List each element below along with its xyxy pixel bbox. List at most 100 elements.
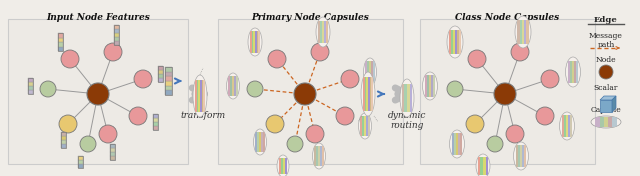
Bar bbox=[196, 80, 198, 112]
Bar bbox=[365, 77, 366, 111]
Bar bbox=[522, 20, 524, 44]
Bar bbox=[259, 132, 261, 152]
Bar bbox=[113, 25, 118, 29]
Bar bbox=[318, 146, 320, 166]
Bar bbox=[164, 72, 172, 76]
Circle shape bbox=[80, 136, 96, 152]
Circle shape bbox=[494, 83, 516, 105]
Text: Edge: Edge bbox=[594, 16, 618, 24]
Ellipse shape bbox=[248, 28, 262, 56]
Bar bbox=[157, 74, 163, 78]
Bar bbox=[326, 21, 328, 43]
Bar bbox=[431, 75, 433, 97]
Bar bbox=[366, 116, 368, 136]
Bar bbox=[520, 20, 522, 44]
Bar bbox=[164, 67, 172, 95]
Bar bbox=[255, 31, 257, 53]
Bar bbox=[454, 133, 456, 155]
Bar bbox=[568, 61, 570, 83]
Bar bbox=[28, 78, 33, 94]
Circle shape bbox=[87, 83, 109, 105]
Bar bbox=[457, 30, 459, 54]
Circle shape bbox=[268, 50, 286, 68]
Bar bbox=[604, 117, 608, 127]
Circle shape bbox=[104, 43, 122, 61]
Ellipse shape bbox=[193, 75, 207, 117]
Text: Message
path: Message path bbox=[589, 32, 623, 49]
Ellipse shape bbox=[476, 154, 490, 176]
Circle shape bbox=[266, 115, 284, 133]
Bar bbox=[236, 76, 237, 96]
Bar bbox=[608, 117, 612, 127]
Bar bbox=[449, 30, 451, 54]
Text: transform: transform bbox=[180, 111, 225, 120]
Bar bbox=[109, 148, 115, 152]
Text: dynamic
routing: dynamic routing bbox=[388, 111, 426, 130]
Bar bbox=[157, 66, 163, 70]
Bar bbox=[402, 84, 404, 112]
Bar bbox=[109, 156, 115, 160]
Ellipse shape bbox=[227, 73, 239, 99]
Bar bbox=[77, 156, 83, 160]
Ellipse shape bbox=[312, 143, 326, 169]
Bar bbox=[407, 84, 410, 112]
Bar bbox=[566, 115, 568, 137]
Bar bbox=[259, 31, 260, 53]
Bar bbox=[28, 78, 33, 82]
Text: Capsule: Capsule bbox=[591, 106, 621, 114]
Bar bbox=[58, 46, 63, 51]
Bar bbox=[28, 86, 33, 90]
Bar bbox=[152, 118, 157, 122]
Text: Node: Node bbox=[596, 56, 616, 64]
Circle shape bbox=[506, 125, 524, 143]
Bar bbox=[518, 145, 520, 167]
Bar bbox=[61, 140, 65, 144]
Bar bbox=[58, 42, 63, 46]
Bar bbox=[478, 157, 481, 175]
Ellipse shape bbox=[513, 142, 529, 170]
Bar bbox=[370, 77, 371, 111]
Circle shape bbox=[468, 50, 486, 68]
Circle shape bbox=[511, 43, 529, 61]
Bar bbox=[570, 115, 572, 137]
Circle shape bbox=[536, 107, 554, 125]
Bar bbox=[452, 133, 454, 155]
Bar bbox=[152, 122, 157, 126]
Bar bbox=[365, 61, 367, 83]
Bar bbox=[483, 157, 486, 175]
Bar bbox=[459, 30, 461, 54]
Bar bbox=[410, 84, 412, 112]
Bar bbox=[460, 133, 463, 155]
Circle shape bbox=[311, 43, 329, 61]
FancyBboxPatch shape bbox=[218, 19, 403, 164]
Bar bbox=[228, 76, 230, 96]
Bar bbox=[152, 114, 157, 118]
Circle shape bbox=[294, 83, 316, 105]
Bar bbox=[574, 61, 576, 83]
Bar bbox=[252, 31, 253, 53]
Bar bbox=[195, 80, 196, 112]
Bar bbox=[283, 158, 285, 174]
Bar bbox=[568, 115, 570, 137]
FancyBboxPatch shape bbox=[8, 19, 188, 164]
Bar bbox=[527, 20, 529, 44]
Circle shape bbox=[447, 81, 463, 97]
Bar bbox=[164, 67, 172, 72]
Bar bbox=[285, 158, 287, 174]
Bar bbox=[58, 33, 63, 51]
Ellipse shape bbox=[422, 72, 438, 100]
Bar bbox=[263, 132, 265, 152]
Circle shape bbox=[247, 81, 263, 97]
Bar bbox=[253, 31, 255, 53]
FancyBboxPatch shape bbox=[420, 19, 595, 164]
Bar bbox=[58, 33, 63, 37]
Bar bbox=[524, 20, 527, 44]
Polygon shape bbox=[600, 96, 616, 100]
Bar bbox=[113, 29, 118, 33]
Bar bbox=[28, 90, 33, 94]
Bar bbox=[58, 37, 63, 42]
Bar bbox=[517, 20, 520, 44]
Bar bbox=[456, 133, 458, 155]
Bar bbox=[427, 75, 429, 97]
Bar bbox=[562, 115, 564, 137]
